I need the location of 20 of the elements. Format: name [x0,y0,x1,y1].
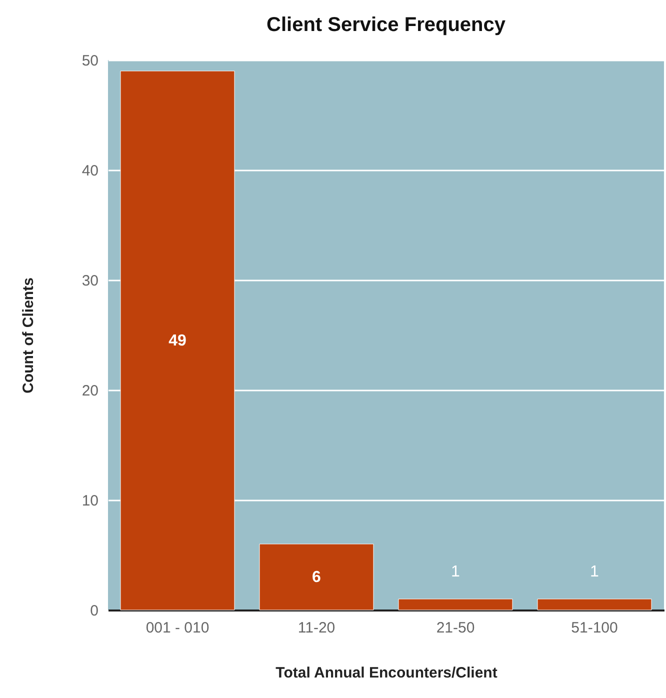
y-tick-label: 20 [82,382,98,400]
x-tick-label: 11-20 [298,620,336,636]
bar [398,598,513,610]
bar [259,544,374,610]
y-tick-label: 0 [90,602,98,620]
x-tick-label: 001 - 010 [146,620,210,636]
y-axis-title: Count of Clients [20,278,37,394]
x-axis-title: Total Annual Encounters/Client [276,664,498,682]
y-tick-label: 40 [82,162,98,180]
chart-title: Client Service Frequency [266,14,506,36]
data-label: 49 [168,332,186,350]
y-tick-label: 50 [82,52,98,70]
data-label: 6 [312,569,322,586]
bar [537,598,652,610]
data-label: 1 [451,564,460,580]
data-label: 1 [590,564,600,580]
x-tick-label: 21-50 [436,620,475,636]
y-tick-label: 30 [82,272,98,290]
y-tick-label: 10 [82,492,98,510]
x-tick-label: 51-100 [571,620,618,636]
